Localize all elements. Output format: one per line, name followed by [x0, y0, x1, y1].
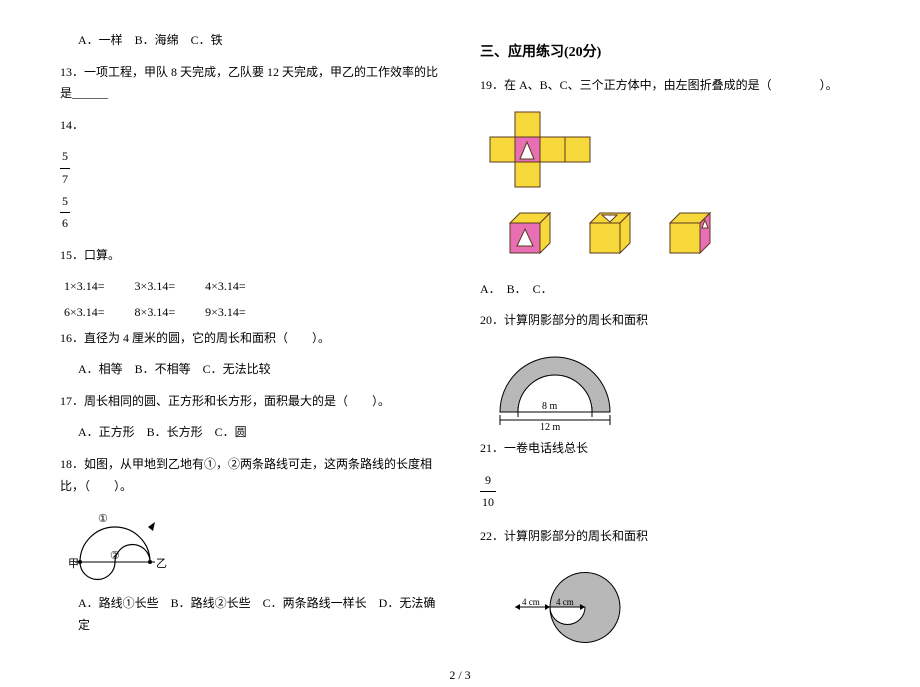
- q13: 13．一项工程，甲队 8 天完成，乙队要 12 天完成，甲乙的工作效率的比是__…: [60, 62, 440, 105]
- q20-inner: 8 m: [542, 401, 558, 412]
- page-footer: 2 / 3: [60, 665, 860, 687]
- q15: 15．口算。: [60, 245, 440, 267]
- q14-den1: 7: [60, 169, 70, 191]
- q14-num1: 5: [60, 146, 70, 169]
- q15-row2: 6×3.14= 8×3.14= 9×3.14=: [60, 302, 440, 324]
- calc-cell: 6×3.14=: [64, 302, 105, 324]
- q17-options: A．正方形 B．长方形 C．圆: [60, 422, 440, 444]
- label-one: ①: [98, 513, 108, 525]
- q15-row1: 1×3.14= 3×3.14= 4×3.14=: [60, 276, 440, 298]
- q18: 18．如图，从甲地到乙地有①，②两条路线可走，这两条路线的长度相比，（ ）。: [60, 454, 440, 497]
- q21-den: 10: [480, 492, 496, 514]
- q21: 21．一卷电话线总长: [480, 438, 860, 460]
- section-title: 三、应用练习(20分): [480, 40, 860, 65]
- q22-right: 4 cm: [556, 597, 574, 607]
- q18-figure: 甲 乙 ① ②: [60, 507, 220, 587]
- q19-cubes: [480, 203, 740, 273]
- calc-cell: 8×3.14=: [135, 302, 176, 324]
- q18-options: A．路线①长些 B．路线②长些 C．两条路线一样长 D．无法确定: [60, 593, 440, 636]
- q21-num: 9: [480, 470, 496, 493]
- q14-fraction: 5 7 5 6: [60, 146, 440, 234]
- q22-figure: 4 cm 4 cm: [480, 557, 640, 647]
- q19-abc: A． B． C．: [480, 279, 860, 301]
- q20-outer: 12 m: [540, 422, 561, 432]
- label-two: ②: [110, 550, 120, 562]
- q14-num2: 5: [60, 191, 70, 214]
- q20: 20．计算阴影部分的周长和面积: [480, 310, 860, 332]
- right-column: 三、应用练习(20分) 19．在 A、B、C、三个正方体中，由左图折叠成的是（ …: [480, 30, 860, 653]
- calc-cell: 9×3.14=: [205, 302, 246, 324]
- label-yi: 乙: [156, 557, 167, 570]
- calc-cell: 3×3.14=: [135, 276, 176, 298]
- q22: 22．计算阴影部分的周长和面积: [480, 526, 860, 548]
- q14-den2: 6: [60, 213, 70, 235]
- q14-label: 14．: [60, 115, 440, 137]
- q17: 17．周长相同的圆、正方形和长方形，面积最大的是（ ）。: [60, 391, 440, 413]
- q22-left: 4 cm: [522, 597, 540, 607]
- q16-options: A．相等 B．不相等 C．无法比较: [60, 359, 440, 381]
- q20-figure: 8 m 12 m: [480, 342, 640, 432]
- q12-options: A．一样 B．海绵 C．铁: [60, 30, 440, 52]
- calc-cell: 4×3.14=: [205, 276, 246, 298]
- q19-net: [480, 107, 630, 197]
- calc-cell: 1×3.14=: [64, 276, 105, 298]
- q21-fraction: 9 10: [480, 470, 496, 514]
- q16: 16．直径为 4 厘米的圆，它的周长和面积（ ）。: [60, 328, 440, 350]
- left-column: A．一样 B．海绵 C．铁 13．一项工程，甲队 8 天完成，乙队要 12 天完…: [60, 30, 440, 653]
- q19: 19．在 A、B、C、三个正方体中，由左图折叠成的是（ ）。: [480, 75, 860, 97]
- label-jia: 甲: [68, 558, 79, 570]
